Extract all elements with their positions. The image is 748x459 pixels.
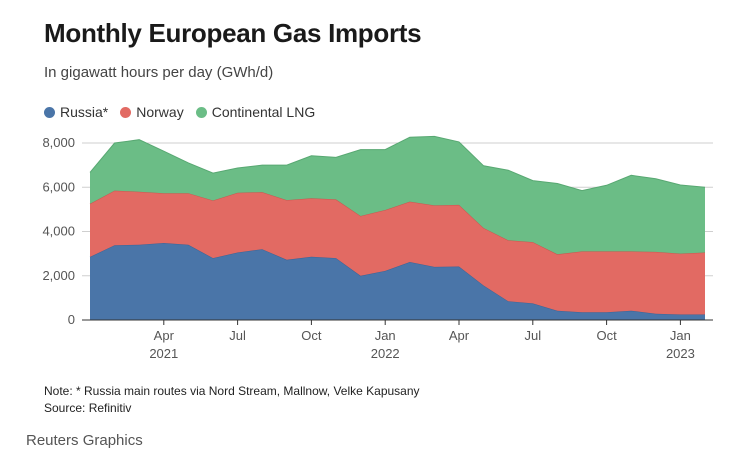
footer-credit: Reuters Graphics [26, 432, 143, 449]
x-tick-year-3: 2021 [149, 346, 178, 361]
note-text: Note: * Russia main routes via Nord Stre… [44, 384, 420, 398]
y-tick-label-8000: 8,000 [42, 135, 75, 150]
legend-swatch-russia [44, 106, 55, 118]
legend: Russia* Norway Continental LNG [44, 104, 315, 120]
y-tick-label-6000: 6,000 [42, 179, 75, 194]
x-tick-label-12: Jan [375, 328, 396, 343]
area-lng [90, 136, 705, 255]
legend-label-russia: Russia* [60, 104, 109, 120]
area-russia [90, 243, 705, 320]
x-tick-year-12: 2022 [371, 346, 400, 361]
x-tick-label-3: Apr [154, 328, 175, 343]
x-tick-year-24: 2023 [666, 346, 695, 361]
x-tick-label-24: Jan [670, 328, 691, 343]
x-tick-label-21: Oct [596, 328, 617, 343]
x-tick-label-9: Oct [301, 328, 322, 343]
legend-label-norway: Norway [136, 104, 184, 120]
area-norway [90, 190, 705, 315]
legend-item-lng: Continental LNG [195, 104, 316, 120]
x-tick-label-18: Jul [524, 328, 541, 343]
legend-label-lng: Continental LNG [211, 104, 316, 120]
legend-item-norway: Norway [120, 104, 184, 120]
legend-swatch-norway [120, 106, 132, 118]
chart-notes: Note: * Russia main routes via Nord Stre… [44, 383, 420, 417]
chart-subtitle: In gigawatt hours per day (GWh/d) [44, 64, 274, 81]
y-tick-label-0: 0 [68, 312, 75, 327]
x-tick-label-15: Apr [449, 328, 470, 343]
x-tick-label-6: Jul [229, 328, 246, 343]
y-tick-label-4000: 4,000 [42, 224, 75, 239]
y-tick-label-2000: 2,000 [42, 268, 75, 283]
legend-item-russia: Russia* [44, 104, 108, 120]
line-lng [89, 135, 706, 192]
source-text: Source: Refinitiv [44, 401, 132, 415]
chart-title: Monthly European Gas Imports [44, 18, 422, 48]
legend-swatch-lng [195, 106, 207, 118]
